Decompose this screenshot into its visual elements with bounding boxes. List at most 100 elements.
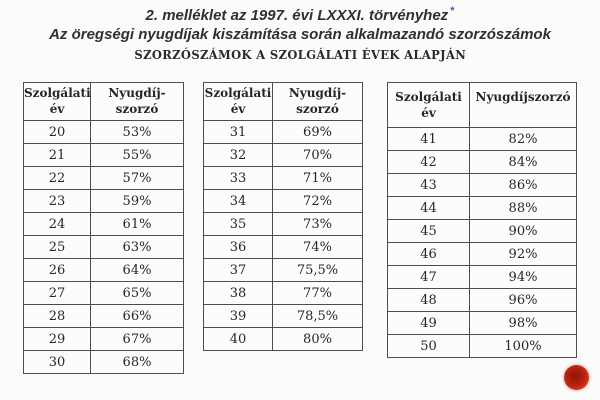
year-cell: 47 xyxy=(387,265,470,289)
rate-cell: 55% xyxy=(90,143,184,167)
rate-cell: 82% xyxy=(469,127,577,151)
year-cell: 31 xyxy=(203,120,273,144)
year-cell: 21 xyxy=(23,143,91,167)
table-row: 37 75,5% xyxy=(203,258,363,282)
multiplier-table-years-41-50: Szolgálati év Nyugdíjszorzó 41 82% 42 84% … xyxy=(387,82,577,358)
table-row: 41 82% xyxy=(387,127,577,151)
table-row: 42 84% xyxy=(387,150,577,174)
rate-cell: 84% xyxy=(469,150,577,174)
rate-cell: 70% xyxy=(272,143,363,167)
year-cell: 41 xyxy=(387,127,470,151)
table-row: 36 74% xyxy=(203,235,363,259)
table-row: 46 92% xyxy=(387,242,577,266)
table-row: 22 57% xyxy=(23,166,184,190)
rate-cell: 88% xyxy=(469,196,577,220)
table-row: 26 64% xyxy=(23,258,184,282)
rate-cell: 74% xyxy=(272,235,363,259)
record-dot-icon xyxy=(564,365,589,390)
rate-cell: 92% xyxy=(469,242,577,266)
rate-cell: 71% xyxy=(272,166,363,190)
table-row: 32 70% xyxy=(203,143,363,167)
table-row: 31 69% xyxy=(203,120,363,144)
rate-cell: 94% xyxy=(469,265,577,289)
table-row: 50 100% xyxy=(387,334,577,358)
year-cell: 22 xyxy=(23,166,91,190)
column-header-service-years: Szolgálati év xyxy=(387,82,470,128)
rate-cell: 65% xyxy=(90,281,184,305)
rate-cell: 96% xyxy=(469,288,577,312)
footnote-asterisk: * xyxy=(450,5,455,17)
table-row: 29 67% xyxy=(23,327,184,351)
multiplier-table-years-31-40: Szolgálati év Nyugdíj- szorzó 31 69% 32 70… xyxy=(203,82,363,351)
table-row: 25 63% xyxy=(23,235,184,259)
rate-cell: 90% xyxy=(469,219,577,243)
title-block: 2. melléklet az 1997. évi LXXXI. törvény… xyxy=(0,2,600,64)
rate-cell: 98% xyxy=(469,311,577,335)
rate-cell: 80% xyxy=(272,327,363,351)
rate-cell: 63% xyxy=(90,235,184,259)
year-cell: 37 xyxy=(203,258,273,282)
rate-cell: 57% xyxy=(90,166,184,190)
section-heading: SZORZÓSZÁMOK A SZOLGÁLATI ÉVEK ALAPJÁN xyxy=(134,47,466,62)
year-cell: 43 xyxy=(387,173,470,197)
year-cell: 40 xyxy=(203,327,273,351)
table-header-row: Szolgálati év Nyugdíj- szorzó xyxy=(23,82,184,121)
table-row: 40 80% xyxy=(203,327,363,351)
year-cell: 23 xyxy=(23,189,91,213)
document-title: 2. melléklet az 1997. évi LXXXI. törvény… xyxy=(0,2,600,25)
table-row: 34 72% xyxy=(203,189,363,213)
rate-cell: 86% xyxy=(469,173,577,197)
table-row: 23 59% xyxy=(23,189,184,213)
year-cell: 50 xyxy=(387,334,470,358)
table-row: 43 86% xyxy=(387,173,577,197)
table-row: 21 55% xyxy=(23,143,184,167)
document-title-text: 2. melléklet az 1997. évi LXXXI. törvény… xyxy=(145,7,449,24)
rate-cell: 73% xyxy=(272,212,363,236)
year-cell: 24 xyxy=(23,212,91,236)
column-header-pension-multiplier: Nyugdíj- szorzó xyxy=(90,82,184,121)
column-header-service-years: Szolgálati év xyxy=(23,82,91,121)
table-row: 48 96% xyxy=(387,288,577,312)
table-row: 35 73% xyxy=(203,212,363,236)
rate-cell: 61% xyxy=(90,212,184,236)
year-cell: 49 xyxy=(387,311,470,335)
year-cell: 42 xyxy=(387,150,470,174)
year-cell: 46 xyxy=(387,242,470,266)
table-row: 27 65% xyxy=(23,281,184,305)
year-cell: 39 xyxy=(203,304,273,328)
rate-cell: 100% xyxy=(469,334,577,358)
rate-cell: 72% xyxy=(272,189,363,213)
table-row: 44 88% xyxy=(387,196,577,220)
table-header-row: Szolgálati év Nyugdíj- szorzó xyxy=(203,82,363,121)
year-cell: 44 xyxy=(387,196,470,220)
year-cell: 34 xyxy=(203,189,273,213)
year-cell: 27 xyxy=(23,281,91,305)
table-row: 45 90% xyxy=(387,219,577,243)
year-cell: 25 xyxy=(23,235,91,259)
rate-cell: 77% xyxy=(272,281,363,305)
table-row: 38 77% xyxy=(203,281,363,305)
year-cell: 26 xyxy=(23,258,91,282)
table-row: 30 68% xyxy=(23,350,184,374)
year-cell: 30 xyxy=(23,350,91,374)
year-cell: 45 xyxy=(387,219,470,243)
year-cell: 29 xyxy=(23,327,91,351)
year-cell: 28 xyxy=(23,304,91,328)
multiplier-table-years-20-30: Szolgálati év Nyugdíj- szorzó 20 53% 21 55… xyxy=(23,82,184,374)
table-row: 24 61% xyxy=(23,212,184,236)
rate-cell: 64% xyxy=(90,258,184,282)
table-row: 49 98% xyxy=(387,311,577,335)
table-header-row: Szolgálati év Nyugdíjszorzó xyxy=(387,82,577,128)
year-cell: 48 xyxy=(387,288,470,312)
column-header-service-years: Szolgálati év xyxy=(203,82,273,121)
rate-cell: 67% xyxy=(90,327,184,351)
rate-cell: 59% xyxy=(90,189,184,213)
table-row: 20 53% xyxy=(23,120,184,144)
column-header-pension-multiplier: Nyugdíjszorzó xyxy=(469,82,577,128)
year-cell: 20 xyxy=(23,120,91,144)
year-cell: 33 xyxy=(203,166,273,190)
table-row: 47 94% xyxy=(387,265,577,289)
table-row: 28 66% xyxy=(23,304,184,328)
year-cell: 38 xyxy=(203,281,273,305)
